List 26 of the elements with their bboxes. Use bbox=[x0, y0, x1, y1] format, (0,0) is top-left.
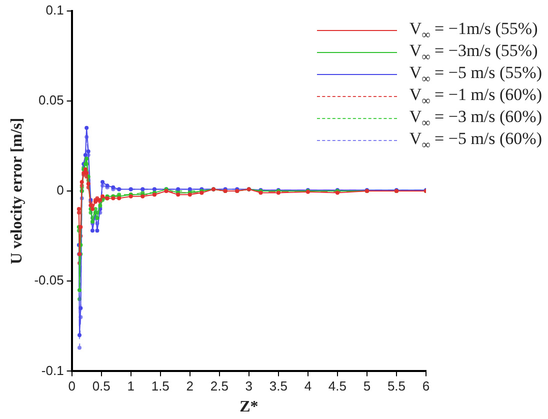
x-tick-label: 5.5 bbox=[387, 378, 406, 394]
y-axis-title: U velocity error [m/s] bbox=[8, 118, 26, 264]
x-axis-title: Z* bbox=[240, 398, 258, 416]
legend-label: V$_{∞}$ = −3m/s (55%) bbox=[409, 41, 538, 65]
y-tick-label: 0.05 bbox=[38, 92, 64, 108]
legend-label: V$_{∞}$ = −5 m/s (60%) bbox=[409, 129, 542, 153]
legend-label: V$_{∞}$ = −3 m/s (60%) bbox=[409, 107, 542, 131]
x-tick-label: 1 bbox=[127, 378, 134, 394]
legend-label: V$_{∞}$ = −1m/s (55%) bbox=[409, 19, 538, 43]
x-tick-label: 4.5 bbox=[328, 378, 346, 394]
x-tick-label: 0 bbox=[68, 378, 76, 394]
x-tick-label: 0.5 bbox=[92, 378, 110, 394]
x-tick-label: 6 bbox=[422, 378, 430, 394]
y-tick-label: -0.05 bbox=[34, 272, 64, 288]
x-tick-label: 3.5 bbox=[269, 378, 288, 394]
x-tick-label: 5 bbox=[363, 378, 371, 394]
x-tick-label: 3 bbox=[245, 378, 253, 394]
y-tick-label: 0 bbox=[56, 182, 64, 198]
legend-label: V$_{∞}$ = −5 m/s (55%) bbox=[409, 63, 542, 87]
x-tick-label: 2 bbox=[186, 378, 194, 394]
x-tick-label: 4 bbox=[304, 378, 312, 394]
x-tick-label: 2.5 bbox=[210, 378, 228, 394]
y-tick-label: 0.1 bbox=[46, 2, 64, 18]
x-tick-label: 1.5 bbox=[151, 378, 170, 394]
legend-label: V$_{∞}$ = −1 m/s (60%) bbox=[409, 85, 542, 109]
y-tick-label: -0.1 bbox=[41, 362, 64, 378]
